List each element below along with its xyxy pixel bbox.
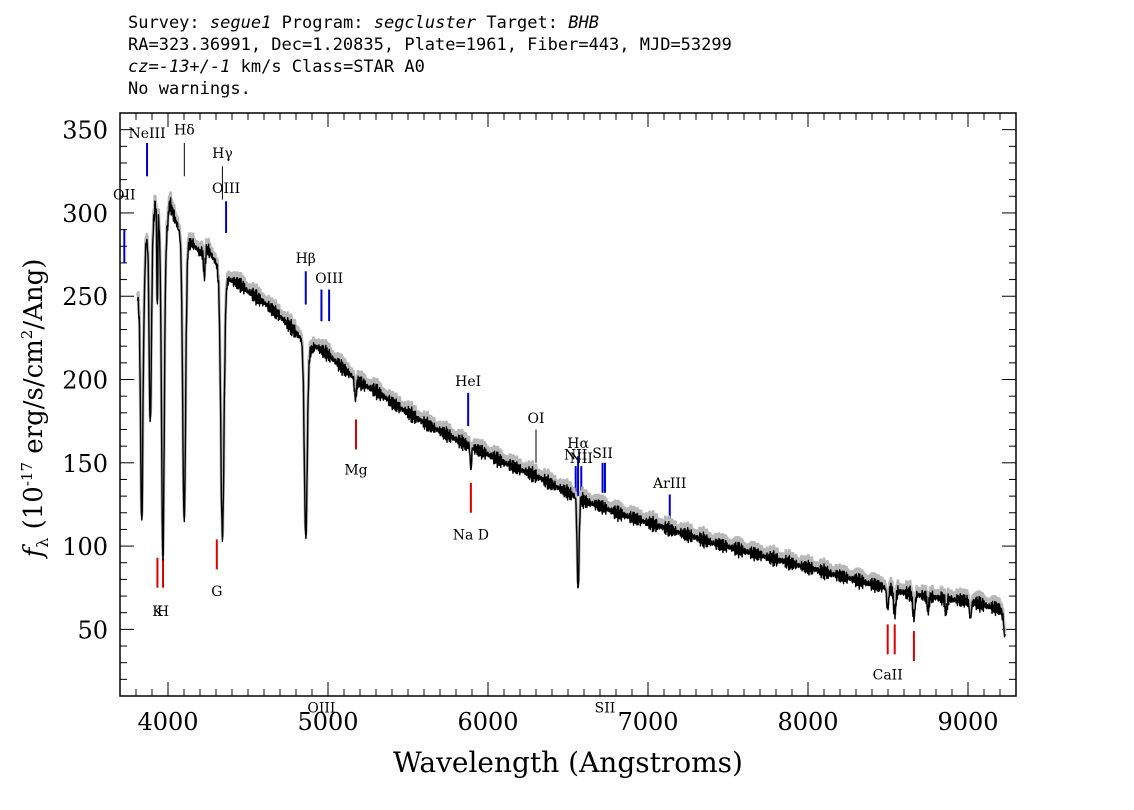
header-line-survey: Survey: segue1 Program: segcluster Targe… [128,13,599,33]
plot-frame [119,112,1017,697]
line-marker-label: HeI [455,374,481,390]
header-line-coordinates: RA=323.36991, Dec=1.20835, Plate=1961, F… [128,35,732,55]
x-tick-label: 7000 [617,708,678,736]
x-tick-label: 5000 [297,708,358,736]
line-marker-label: OII [113,188,136,204]
line-marker-label: OIII [315,271,343,287]
spectrum-header: Survey: segue1 Program: segcluster Targe… [128,12,1028,100]
y-label-text: (10 [19,486,49,538]
x-axis-label: Wavelength (Angstroms) [393,746,743,779]
line-marker-label: ArIII [652,476,686,492]
y-label-units: erg/s/cm [19,339,49,462]
line-marker-label: OI [527,411,544,427]
line-marker-label: SII [592,446,613,462]
line-marker-label: G [211,584,222,600]
line-marker-label: Hα [567,436,589,452]
line-marker-label: NII [564,447,587,463]
y-axis-label: fλ (10-17 erg/s/cm2/Ang) [18,259,52,560]
line-marker-label: Hβ [296,251,316,267]
y-tick-label: 50 [77,616,108,644]
line-marker-label: NeIII [128,126,165,142]
line-marker-label: Hγ [212,146,233,162]
line-marker-label: Na D [453,527,489,543]
line-marker-label: OIII [307,701,335,717]
x-tick-label: 9000 [937,708,998,736]
line-marker-label: K [152,604,163,620]
error-band [136,191,1007,634]
y-tick-label: 250 [62,283,108,311]
line-marker-label: CaII [873,667,903,683]
x-tick-label: 6000 [457,708,518,736]
y-tick-label: 150 [62,450,108,478]
y-tick-label: 350 [62,117,108,145]
header-line-warnings: No warnings. [128,79,251,99]
x-tick-label: 4000 [137,708,198,736]
axis-ticks [119,112,1017,697]
y-label-units-exp: 2 [18,330,36,340]
program-name: segcluster [373,13,477,33]
line-marker-label: H [157,604,169,620]
cz-value: -13+/-1 [158,57,231,77]
line-marker-label: Hδ [174,123,195,139]
header-line-redshift: cz=-13+/-1 km/s Class=STAR A0 [128,57,425,77]
line-marker-label: OIII [212,181,240,197]
y-label-sub: λ [33,538,52,548]
y-label-end: /Ang) [19,259,49,330]
line-marker-label: SII [595,701,616,717]
line-marker-label: Mg [344,462,367,478]
x-tick-label: 8000 [777,708,838,736]
y-label-exp: -17 [18,462,36,486]
y-tick-label: 300 [62,200,108,228]
y-tick-label: 100 [62,533,108,561]
tick-labels: 4000 5000 6000 7000 8000 9000 50 100 150 200 250 30… [62,117,998,736]
target-name: BHB [568,13,599,33]
survey-name: segue1 [209,13,272,33]
y-tick-label: 200 [62,367,108,395]
line-marker-label: NII [570,451,593,467]
spectrum-line [136,197,1006,638]
